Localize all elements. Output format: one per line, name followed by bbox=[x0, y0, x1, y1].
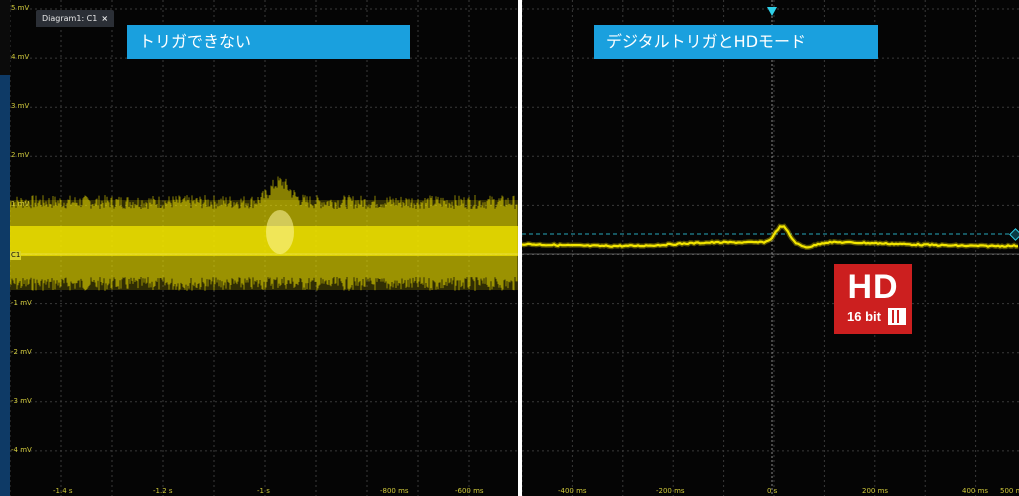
y-axis-tick-label: -4 mV bbox=[11, 445, 32, 454]
x-axis-tick-label: -600 ms bbox=[455, 487, 484, 495]
left-scope-panel: Diagram1: C1 × トリガできない 5 mV 4 mV 3 mV 2 mV 1 … bbox=[0, 0, 518, 496]
left-waveform-display bbox=[0, 0, 518, 496]
x-axis-tick-label: 200 ms bbox=[862, 487, 889, 495]
x-axis-tick-label: -1.4 s bbox=[53, 487, 73, 495]
diagram-tab[interactable]: Diagram1: C1 × bbox=[36, 10, 115, 27]
y-axis-tick-label: 1 mV bbox=[11, 200, 30, 209]
diagram-tab-label: Diagram1: C1 bbox=[42, 14, 98, 23]
x-axis-tick-label: 400 ms bbox=[962, 487, 989, 495]
y-axis-tick-label: -2 mV bbox=[11, 347, 32, 356]
y-axis-tick-label: 2 mV bbox=[11, 151, 30, 160]
hd-trace bbox=[522, 225, 1019, 249]
x-axis-tick-label: -200 ms bbox=[656, 487, 685, 495]
x-axis-tick-label: -1 s bbox=[257, 487, 270, 495]
x-axis-tick-label: -400 ms bbox=[558, 487, 587, 495]
y-axis-tick-label: 4 mV bbox=[11, 53, 30, 62]
hd-logo-bit-label: 16 bit bbox=[840, 308, 888, 325]
pulse-glow bbox=[266, 210, 294, 254]
hd-logo-bar bbox=[892, 310, 894, 323]
hd-logo-bar bbox=[897, 310, 899, 323]
left-edge-accent bbox=[0, 75, 10, 496]
right-title-banner: デジタルトリガとHDモード bbox=[594, 25, 878, 59]
close-icon[interactable]: × bbox=[101, 14, 109, 23]
x-axis-tick-label: -1.2 s bbox=[153, 487, 173, 495]
hd-logo-bit-strip: 16 bit bbox=[840, 308, 906, 325]
x-axis-tick-label: -800 ms bbox=[380, 487, 409, 495]
y-axis-tick-label: -1 mV bbox=[11, 298, 32, 307]
x-axis-tick-label: 0 s bbox=[767, 487, 778, 495]
y-axis-tick-label: 5 mV bbox=[11, 4, 30, 12]
hd-16bit-logo: HD 16 bit bbox=[834, 264, 912, 334]
trigger-position-icon[interactable] bbox=[767, 7, 777, 16]
left-title-banner: トリガできない bbox=[127, 25, 410, 59]
x-axis-tick-label: 500 m bbox=[1000, 487, 1019, 495]
y-axis-tick-label: -3 mV bbox=[11, 396, 32, 405]
right-waveform-display bbox=[522, 0, 1019, 496]
noise-core bbox=[10, 226, 518, 256]
right-scope-panel: デジタルトリガとHDモード -400 ms -200 ms 0 s 200 ms 400… bbox=[522, 0, 1019, 496]
y-axis-tick-label: 3 mV bbox=[11, 102, 30, 111]
hd-logo-letters: HD bbox=[847, 268, 899, 306]
channel-marker: C1 bbox=[10, 251, 22, 260]
